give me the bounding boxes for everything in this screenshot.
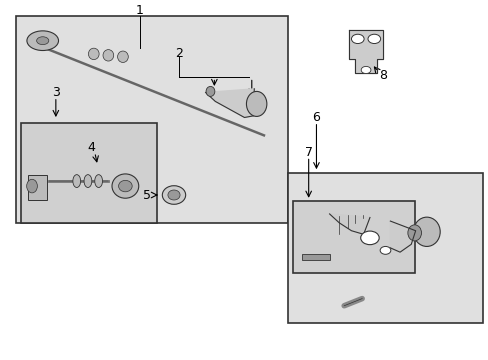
Ellipse shape — [413, 217, 439, 247]
Ellipse shape — [27, 179, 37, 193]
Ellipse shape — [246, 91, 266, 116]
Circle shape — [360, 231, 378, 245]
Text: 1: 1 — [136, 4, 143, 17]
Ellipse shape — [112, 174, 139, 198]
Text: 2: 2 — [175, 47, 183, 60]
Circle shape — [361, 66, 370, 73]
Text: 7: 7 — [304, 146, 312, 159]
Ellipse shape — [407, 225, 421, 241]
Circle shape — [379, 247, 390, 254]
Ellipse shape — [118, 180, 132, 192]
Bar — [21, 123, 157, 223]
Ellipse shape — [84, 175, 92, 188]
Polygon shape — [348, 30, 382, 73]
Circle shape — [367, 34, 380, 44]
Circle shape — [351, 34, 364, 44]
Ellipse shape — [95, 175, 102, 188]
Ellipse shape — [167, 190, 180, 200]
Text: 5: 5 — [143, 189, 151, 202]
Bar — [301, 254, 329, 260]
Ellipse shape — [27, 31, 59, 50]
Bar — [292, 202, 414, 273]
Bar — [28, 175, 46, 200]
Text: 6: 6 — [312, 111, 320, 124]
Ellipse shape — [205, 86, 214, 96]
Text: 8: 8 — [378, 69, 386, 82]
Polygon shape — [329, 214, 369, 234]
Ellipse shape — [117, 51, 128, 63]
Bar — [287, 173, 482, 323]
Ellipse shape — [103, 50, 114, 61]
Text: 4: 4 — [87, 141, 95, 154]
Text: 3: 3 — [52, 86, 60, 99]
Ellipse shape — [37, 37, 49, 45]
Ellipse shape — [88, 48, 99, 60]
Bar — [16, 16, 287, 223]
Polygon shape — [389, 221, 415, 252]
Ellipse shape — [162, 186, 185, 204]
Ellipse shape — [73, 175, 81, 188]
Polygon shape — [205, 89, 254, 117]
